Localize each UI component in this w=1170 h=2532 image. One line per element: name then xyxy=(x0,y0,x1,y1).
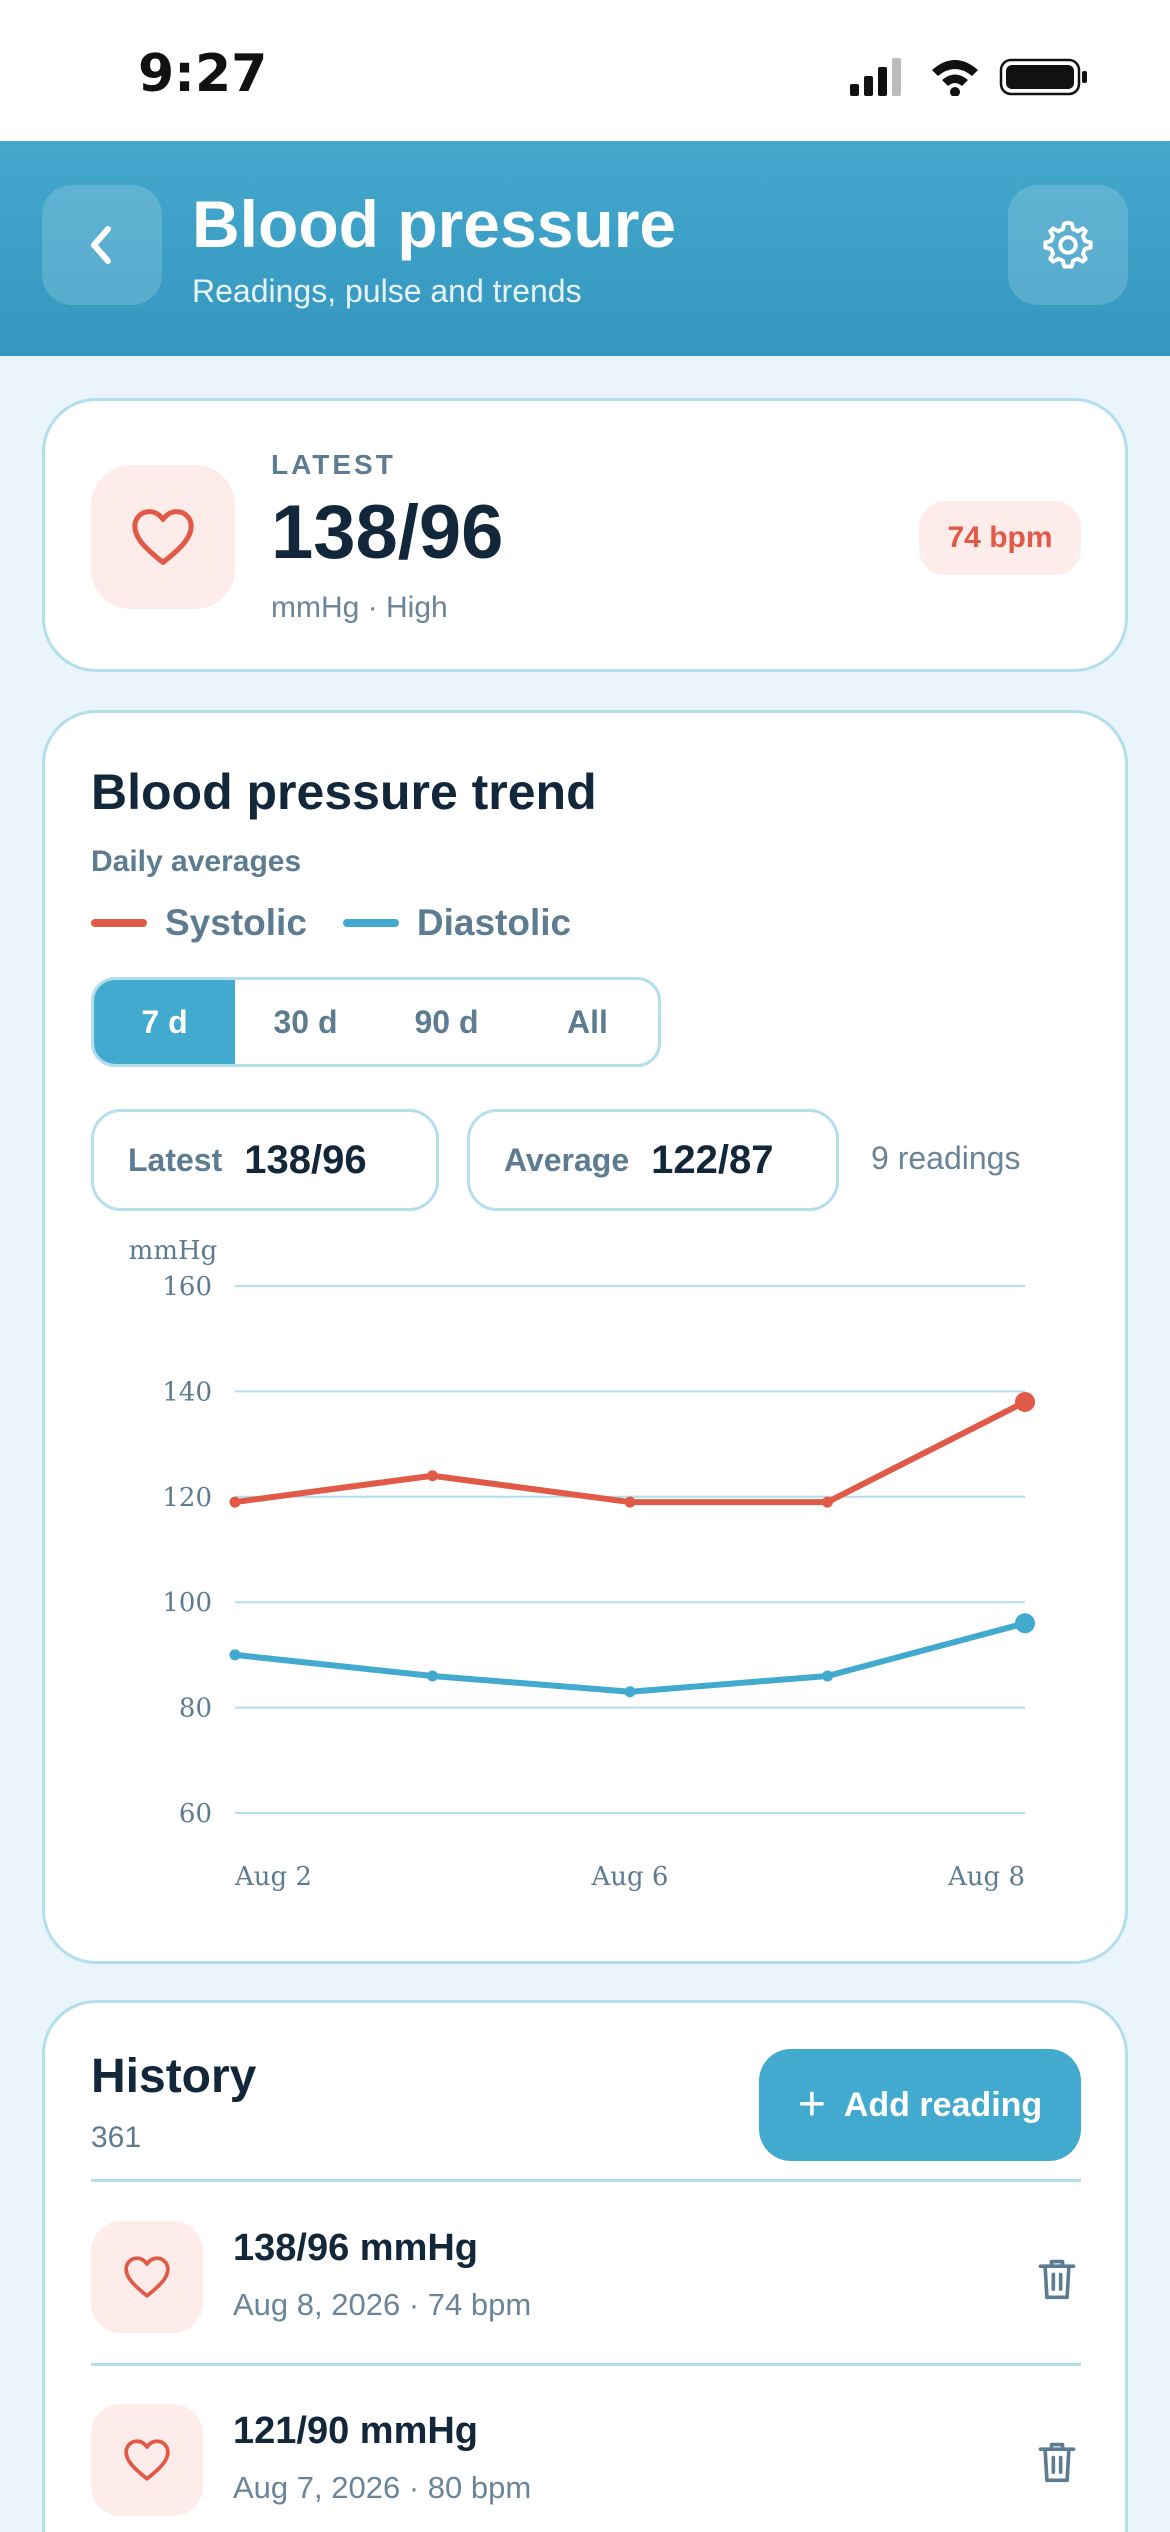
y-tick-label: 160 xyxy=(162,1272,212,1302)
latest-unit-status: mmHg · High xyxy=(271,591,448,624)
chart-legend: Systolic Diastolic xyxy=(91,893,607,953)
legend-swatch-diastolic xyxy=(342,919,399,927)
y-tick-label: 140 xyxy=(162,1377,212,1407)
systolic-series-line xyxy=(232,1398,1028,1506)
history-divider xyxy=(91,2179,1081,2182)
range-tab-7d[interactable]: 7 d xyxy=(94,980,235,1064)
diastolic-data-point xyxy=(229,1649,241,1661)
systolic-data-point xyxy=(427,1470,438,1482)
legend-item-diastolic: Diastolic xyxy=(342,902,572,944)
trend-card: Blood pressure trend Daily averages Syst… xyxy=(42,710,1128,1964)
row-heart-tile xyxy=(91,2221,203,2333)
status-icons xyxy=(850,56,1090,97)
settings-button[interactable] xyxy=(1008,185,1128,305)
row-reading-meta: Aug 7, 2026 · 80 bpm xyxy=(233,2470,532,2505)
trash-icon xyxy=(1038,2442,1076,2483)
trend-subtitle: Daily averages xyxy=(91,845,302,878)
x-tick-label: Aug 2 xyxy=(234,1862,312,1892)
range-tab-all[interactable]: All xyxy=(567,1003,608,1040)
row-reading-value: 121/90 mmHg xyxy=(233,2410,479,2452)
heart-icon xyxy=(132,509,194,565)
legend-label-systolic: Systolic xyxy=(165,902,307,943)
pulse-badge: 74 bpm xyxy=(919,501,1081,575)
latest-heart-tile xyxy=(91,465,235,609)
average-chip-label: Average xyxy=(504,1141,630,1178)
gear-icon xyxy=(1043,220,1093,269)
diastolic-series-line xyxy=(232,1620,1028,1695)
y-tick-label: 100 xyxy=(162,1588,212,1618)
history-card: History 361 + Add reading 138/96 mmHg Au… xyxy=(42,2000,1128,2532)
chevron-left-icon xyxy=(91,226,111,264)
plus-icon: + xyxy=(797,2078,826,2131)
back-button[interactable] xyxy=(42,185,162,305)
row-reading-value: 138/96 mmHg xyxy=(233,2227,479,2269)
diastolic-data-point xyxy=(427,1670,438,1682)
systolic-data-point xyxy=(822,1496,833,1508)
wifi-icon xyxy=(932,60,978,97)
latest-reading-card: LATEST 138/96 mmHg · High 74 bpm xyxy=(42,398,1128,672)
average-chip-value: 122/87 xyxy=(651,1137,774,1182)
latest-chip-label: Latest xyxy=(128,1141,223,1178)
diastolic-data-point xyxy=(822,1670,833,1682)
history-row[interactable]: 121/90 mmHg Aug 7, 2026 · 80 bpm xyxy=(45,2366,1125,2532)
add-reading-button[interactable]: + Add reading xyxy=(759,2049,1081,2161)
cellular-signal-icon xyxy=(850,58,901,96)
page-title: Blood pressure xyxy=(192,187,677,261)
history-divider xyxy=(91,2363,1081,2366)
systolic-data-point xyxy=(624,1496,636,1508)
diastolic-data-point xyxy=(1015,1613,1035,1634)
heart-icon xyxy=(124,2439,170,2481)
status-time: 9:27 xyxy=(138,44,268,104)
row-heart-tile xyxy=(91,2404,203,2516)
history-title: History xyxy=(91,2050,257,2103)
latest-chip-value: 138/96 xyxy=(244,1137,367,1182)
trash-icon xyxy=(1038,2259,1076,2300)
delete-reading-button[interactable] xyxy=(1035,2255,1079,2308)
heart-icon xyxy=(124,2256,170,2298)
legend-swatch-systolic xyxy=(91,919,147,927)
y-tick-label: 80 xyxy=(179,1694,212,1724)
x-tick-label: Aug 8 xyxy=(947,1862,1025,1892)
y-tick-label: 120 xyxy=(162,1483,212,1513)
range-selector: 7 d 30 d 90 d All xyxy=(91,977,661,1067)
y-tick-label: 60 xyxy=(179,1799,212,1829)
latest-value: 138/96 xyxy=(271,490,504,575)
latest-label: LATEST xyxy=(271,449,396,480)
battery-icon xyxy=(999,58,1087,96)
history-row[interactable]: 138/96 mmHg Aug 8, 2026 · 74 bpm xyxy=(45,2183,1125,2363)
diastolic-data-point xyxy=(624,1686,636,1698)
y-axis-unit-label: mmHg xyxy=(129,1236,218,1266)
trend-chart: mmHg 160 140 120 100 80 60 Aug 2 Aug 6 Aug 8 xyxy=(129,1236,1035,1892)
range-tab-30d[interactable]: 30 d xyxy=(273,1003,338,1040)
readings-count: 9 readings xyxy=(871,1140,1021,1176)
systolic-data-point xyxy=(1015,1391,1035,1412)
history-count: 361 xyxy=(91,2121,142,2154)
app-header: Blood pressure Readings, pulse and trend… xyxy=(0,141,1170,356)
range-tab-90d[interactable]: 90 d xyxy=(414,1003,479,1040)
systolic-data-point xyxy=(229,1496,241,1508)
trend-title: Blood pressure trend xyxy=(91,764,597,820)
row-reading-meta: Aug 8, 2026 · 74 bpm xyxy=(233,2287,532,2322)
page-subtitle: Readings, pulse and trends xyxy=(192,273,582,309)
legend-item-systolic: Systolic xyxy=(91,902,307,944)
average-stat-chip: Average 122/87 xyxy=(467,1109,839,1211)
latest-stat-chip: Latest 138/96 xyxy=(91,1109,439,1211)
delete-reading-button[interactable] xyxy=(1035,2438,1079,2491)
x-tick-label: Aug 6 xyxy=(591,1862,669,1892)
status-bar: 9:27 xyxy=(0,0,1170,141)
add-reading-label: Add reading xyxy=(843,2085,1043,2124)
legend-label-diastolic: Diastolic xyxy=(416,902,572,943)
